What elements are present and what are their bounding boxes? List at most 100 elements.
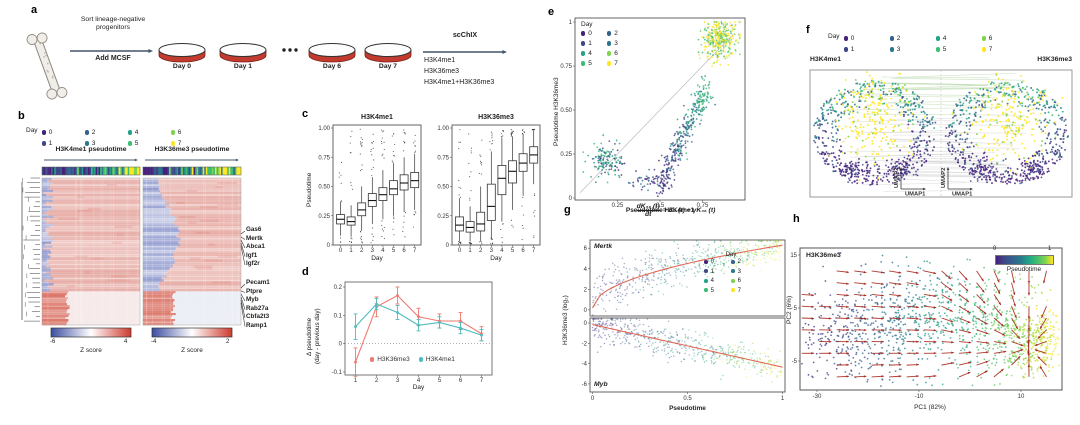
line-ylabel-2: (day - previous day) [314,308,321,364]
gene-label: Igf2r [246,260,260,267]
svg-text:0.75: 0.75 [560,64,572,70]
panel-f-label: f [806,24,810,36]
scchix-label: scChIX [452,30,478,39]
series-color-dot [418,357,423,362]
svg-text:0: 0 [584,308,588,314]
svg-text:2: 2 [479,248,483,254]
svg-text:0.75: 0.75 [437,155,449,161]
day-legend-g: Day 0 1 4 5 2 3 6 7 [704,252,758,296]
svg-text:0: 0 [446,243,450,249]
svg-text:0.25: 0.25 [318,214,330,220]
day-legend-item: 7 [731,287,758,297]
day-legend-item: 6 [731,277,758,287]
workflow-arrows [70,48,507,55]
day-label: 7 [737,287,741,294]
pca-plot: 155-5-30 -10 10 [790,247,1063,400]
day-label: 6 [177,129,182,136]
svg-text:UMAP1: UMAP1 [905,192,926,198]
day-color-dot [581,61,586,66]
day-legend-item: 2 [889,33,936,44]
day-color-dot [607,31,612,36]
day-legend-item: 4 [704,277,731,287]
svg-text:1: 1 [468,248,472,254]
day-color-dot [731,278,735,283]
gene-label: Abca1 [246,243,265,250]
svg-text:0.5: 0.5 [656,203,665,209]
scatter-ylabel: Pseudotime H3K36me3 [553,77,560,146]
day-legend-title: Day [828,33,840,40]
panel-g: 6 4 2 0 0 -2 -4 -6 0 0.5 1 g dK₃₆ (t) dt = K₄ (t) … [556,202,794,424]
umap-title-right: H3K36me3 [1037,56,1072,63]
quiver-arrows [801,270,1047,378]
day-label: 2 [737,259,741,265]
day-legend-item: 3 [84,138,128,149]
day-legend-item: 7 [607,59,633,69]
svg-text:6: 6 [402,248,406,254]
panel-d: 0.2 0.1 0 -0.1 1 2 3 4 5 6 7 d Δ pseudotime (day -… [298,260,560,422]
day-legend-item: 4 [581,49,607,59]
heatmap-title-h3k36me3: H3K36me3 pseudotime [154,146,230,153]
panel-a-label: a [31,4,38,16]
day-label: 2 [896,35,901,42]
day-legend-item: 2 [84,127,128,138]
day-color-dot [935,36,940,41]
day-label: 6 [737,278,741,284]
dish-label: Day 1 [233,63,253,70]
day-legend-item: 1 [843,44,890,55]
day-legend-item: 5 [127,138,171,149]
svg-text:0.75: 0.75 [318,155,330,161]
svg-text:2: 2 [375,378,379,384]
panel-b-label: b [18,110,25,122]
zscore-right-max: 2 [226,339,230,345]
svg-text:7: 7 [413,248,417,254]
day-label: 4 [710,278,714,284]
panel-c: 1.00 0.75 0.50 0.25 0 0 1 2 3 4 5 6 7 1.00 0.75 0.50 0.2… [298,106,560,268]
day-color-dot [704,278,708,283]
umap-pair: UMAP2 UMAP1 UMAP2 UMAP1 [809,69,1073,198]
boxplot-ylabel: Pseudotime [306,172,313,207]
series-name: H3K4me1 [425,356,455,363]
colorbar-max: 1 [1048,246,1052,252]
assay-label: H3K36me3 [424,68,460,75]
svg-text:3: 3 [490,248,494,254]
day-label: 7 [614,60,618,67]
day-color-dot [607,51,612,56]
line-xlabel: Day [412,384,425,391]
umap-cloud-right [944,72,1070,185]
dish-top [308,43,356,57]
day-color-dot [843,36,848,41]
pca-quiver-graphic: 155-5-30 -10 10 [790,247,1063,400]
svg-text:4: 4 [500,248,504,254]
day-color-dot [731,269,735,273]
day-legend-title: Day [725,252,737,258]
day-label: 2 [91,129,96,136]
gene-label: Myb [246,296,259,303]
day-label: 6 [988,35,993,42]
panel-g-label: g [564,204,571,216]
day-color-dot [704,288,708,292]
day-label: 7 [177,140,182,147]
dish-label: Day 6 [322,63,342,70]
heatmap-right [142,177,242,326]
day-label: 0 [588,30,592,37]
day-color-dot [607,61,612,66]
day-color-dot [981,36,986,41]
day-label: 6 [614,50,618,57]
svg-text:0: 0 [569,196,573,202]
svg-text:0.1: 0.1 [334,313,343,319]
zscore-right-min: -4 [151,339,157,345]
gene-label: Ptpre [246,287,263,295]
gene-label: Gas6 [246,226,262,233]
bone-icon [26,32,68,100]
svg-text:5: 5 [438,378,442,384]
gene-label: Rab27a [246,304,269,312]
day-color-dot [731,288,735,292]
day-legend-item: 6 [981,33,1028,44]
